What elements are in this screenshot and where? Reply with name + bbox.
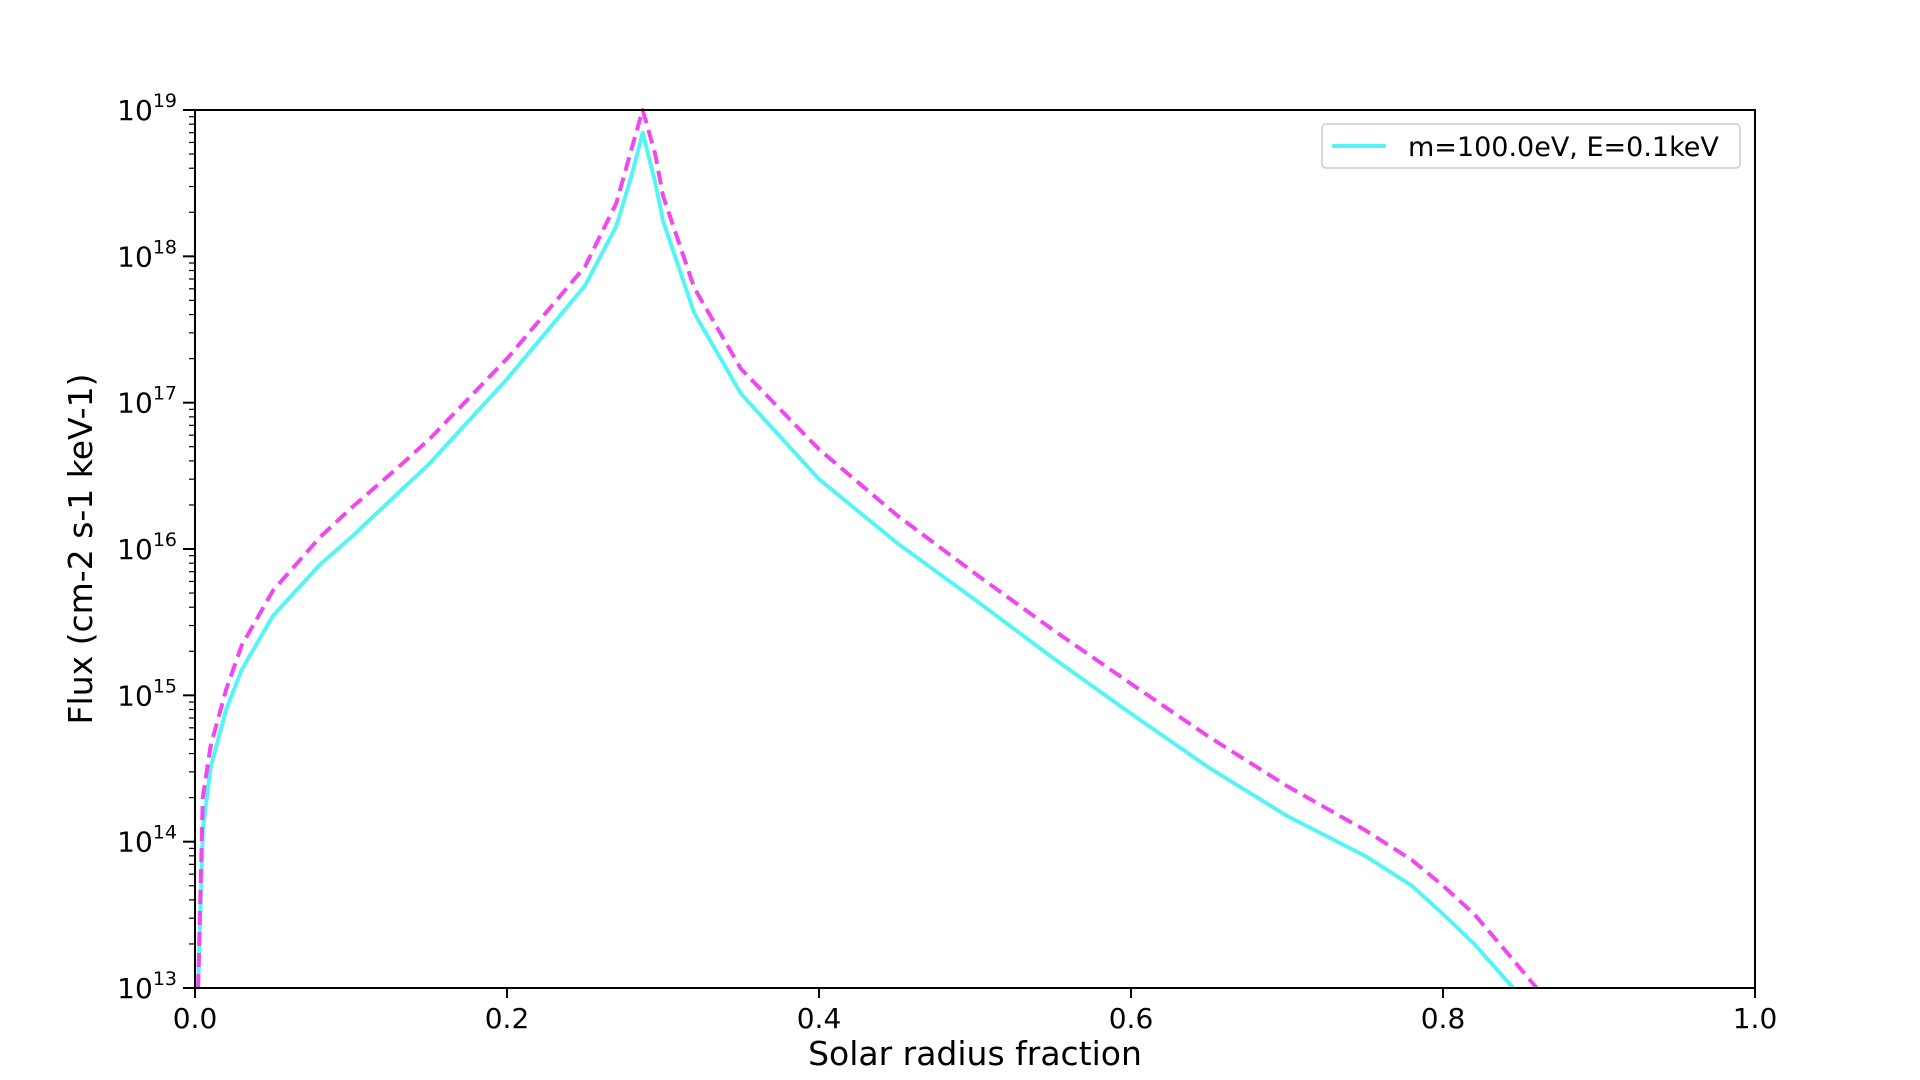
- legend-box: [1321, 123, 1741, 169]
- y-tick-label: 1017: [117, 383, 177, 420]
- y-tick-label: 1016: [117, 529, 177, 566]
- y-tick-label: 1015: [117, 675, 177, 712]
- x-tick-label: 0.4: [797, 1002, 842, 1035]
- x-tick-label: 0.8: [1421, 1002, 1466, 1035]
- y-tick-label: 1019: [117, 90, 177, 127]
- y-tick-label: 1018: [117, 236, 177, 273]
- legend-entry-label: m=100.0eV, E=0.1keV: [1408, 132, 1719, 163]
- y-tick-label: 1013: [117, 968, 177, 1005]
- x-tick-label: 0.0: [173, 1002, 218, 1035]
- x-tick-label: 1.0: [1733, 1002, 1778, 1035]
- series-layer: [196, 108, 1539, 988]
- series-line-dashed: [196, 108, 1539, 988]
- x-tick-label: 0.6: [1109, 1002, 1154, 1035]
- x-tick-label: 0.2: [485, 1002, 530, 1035]
- x-axis-label: Solar radius fraction: [808, 1034, 1142, 1073]
- series-line-solid: [196, 130, 1515, 988]
- y-axis-label: Flux (cm-2 s-1 keV-1): [61, 374, 100, 725]
- x-axis: 0.0 0.2 0.4 0.6 0.8 1.0: [173, 988, 1778, 1035]
- plot-frame: [194, 109, 1756, 989]
- legend: m=100.0eV, E=0.1keV: [1321, 123, 1741, 169]
- y-tick-label: 1014: [117, 822, 177, 859]
- y-axis: 1013 1014 1015 1016 1017 1018 1019: [117, 90, 195, 1005]
